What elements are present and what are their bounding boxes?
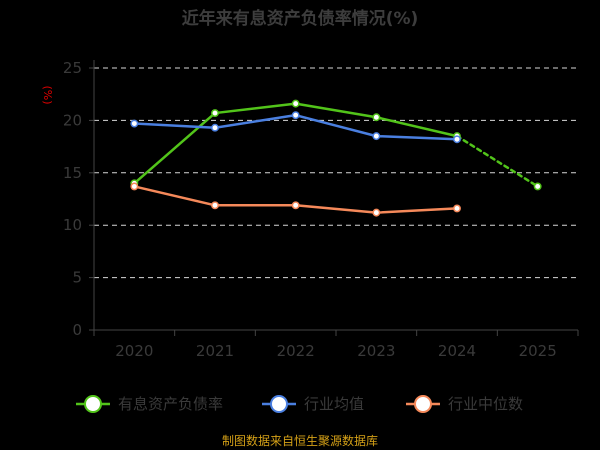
legend-label-0: 有息资产负债率 [118, 395, 223, 413]
series-0-segment-3 [375, 116, 459, 138]
series-2-segment-0 [133, 185, 217, 207]
series-2-segment-2 [294, 204, 378, 214]
series-1-segment-2 [294, 113, 378, 138]
y-tick-10: 10 [63, 216, 82, 234]
legend-item-2: 行业中位数 [406, 395, 523, 413]
series-lines [130, 99, 542, 217]
y-tick-5: 5 [72, 269, 82, 287]
legend-marker-1 [270, 395, 288, 413]
series-2-point-2024 [453, 204, 461, 213]
legend-label-2: 行业中位数 [448, 395, 523, 413]
source-note: 制图数据来自恒生聚源数据库 [222, 433, 378, 448]
series-2-segment-3 [375, 207, 459, 214]
legend-marker-0 [84, 395, 102, 413]
series-0-segment-4 [455, 134, 539, 188]
series-1-segment-3 [375, 134, 459, 141]
series-0-point-2025 [533, 182, 542, 191]
series-1-point-2020 [130, 119, 139, 128]
series-0-segment-2 [294, 102, 378, 119]
legend-item-1: 行业均值 [262, 395, 364, 413]
legend-item-0: 有息资产负债率 [76, 395, 223, 413]
series-2 [130, 182, 461, 217]
y-axis-label: (%) [41, 85, 54, 104]
series-0-segment-1 [213, 102, 297, 115]
x-tick-2020: 2020 [115, 342, 153, 360]
y-tick-15: 15 [63, 164, 82, 182]
series-0 [130, 99, 542, 191]
y-tick-20: 20 [63, 111, 82, 129]
series-2-point-2020 [130, 182, 139, 191]
series-2-point-2021 [211, 201, 219, 210]
series-1-point-2022 [291, 111, 300, 120]
legend-marker-2 [414, 395, 432, 413]
chart-title: 近年来有息资产负债率情况(%) [182, 8, 419, 29]
legend-label-1: 行业均值 [304, 395, 364, 413]
x-tick-2022: 2022 [277, 342, 315, 360]
gridlines [94, 67, 578, 279]
x-tick-2024: 2024 [438, 342, 476, 360]
series-0-point-2023 [372, 113, 381, 122]
axes [89, 60, 579, 336]
series-1-segment-0 [133, 122, 217, 129]
x-tick-2025: 2025 [519, 342, 557, 360]
series-2-point-2023 [372, 208, 381, 217]
series-1-point-2024 [453, 135, 461, 144]
series-0-segment-0 [133, 111, 217, 185]
series-1-point-2023 [372, 132, 381, 141]
legend: 有息资产负债率 行业均值 行业中位数 [76, 395, 523, 413]
series-2-point-2022 [291, 201, 300, 210]
series-0-point-2022 [291, 99, 300, 108]
series-1-segment-1 [213, 113, 297, 129]
series-1 [130, 111, 461, 144]
series-0-point-2021 [211, 109, 219, 118]
y-tick-0: 0 [72, 321, 82, 339]
y-tick-25: 25 [63, 59, 82, 77]
series-1-point-2021 [211, 123, 219, 132]
x-tick-2023: 2023 [357, 342, 395, 360]
x-tick-2021: 2021 [196, 342, 234, 360]
